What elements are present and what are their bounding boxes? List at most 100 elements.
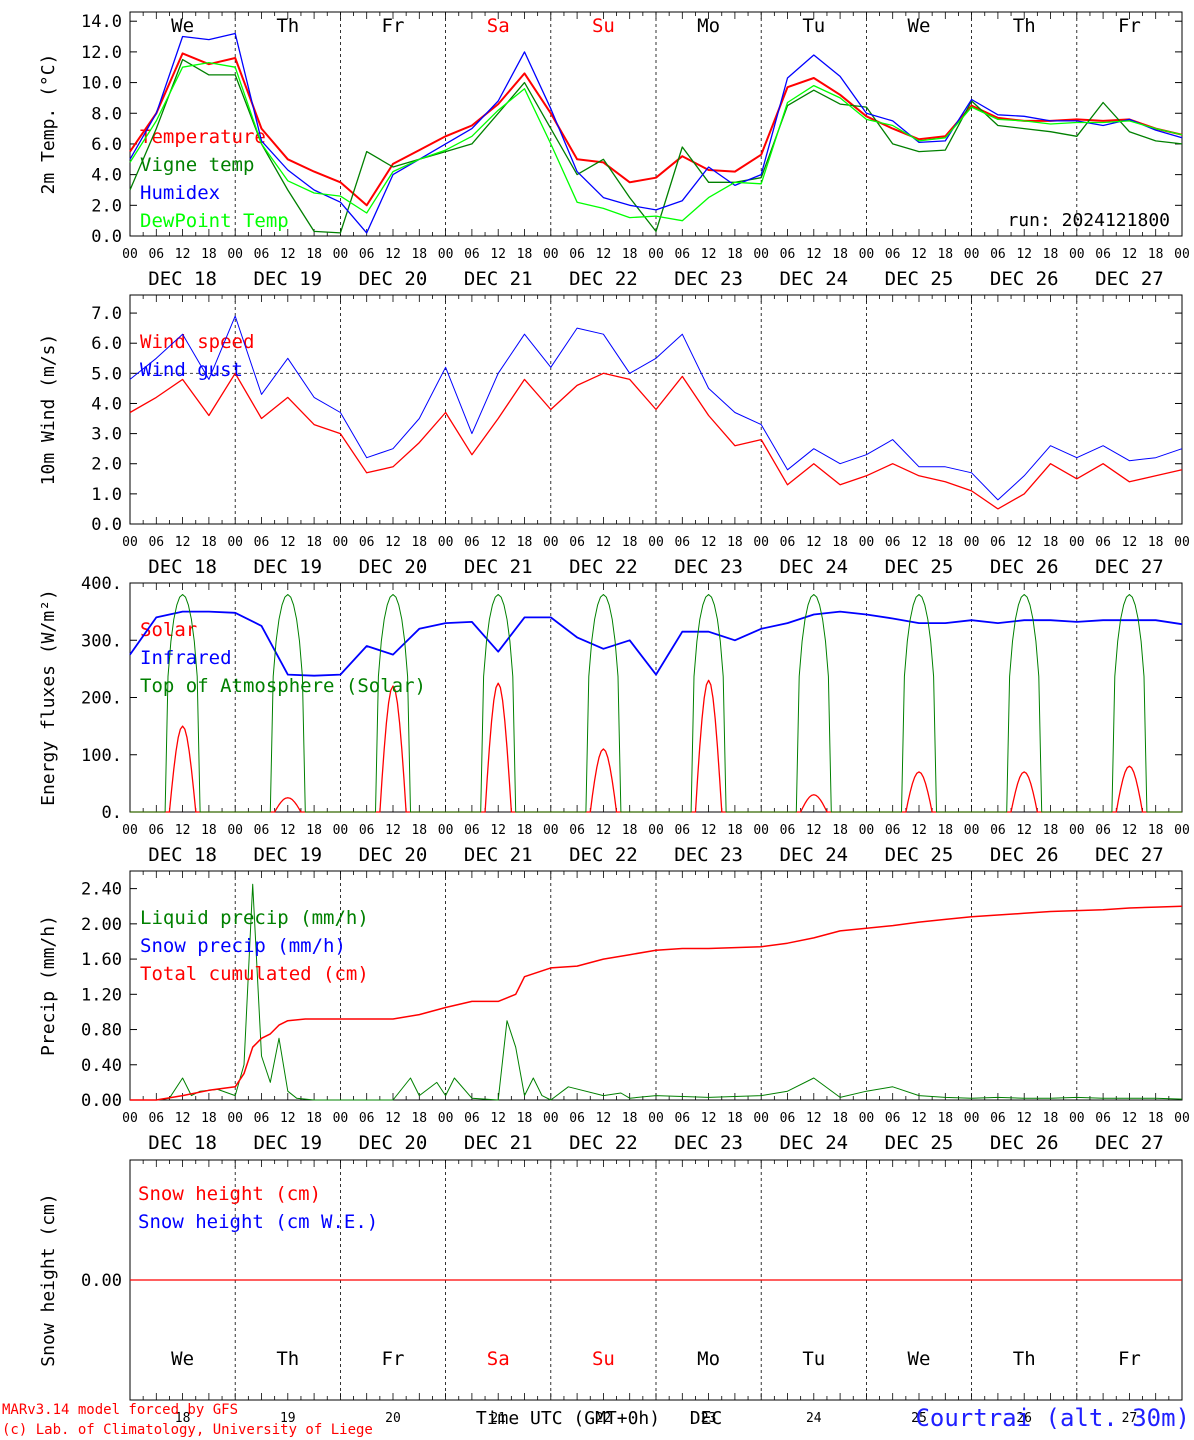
series-line bbox=[129, 610, 1183, 677]
panel-frame bbox=[129, 11, 1183, 237]
day-number: 22 bbox=[596, 1411, 612, 1426]
date-label: DEC 19 bbox=[253, 1132, 322, 1154]
hour-tick-label: 18 bbox=[1148, 535, 1164, 550]
day-name: Th bbox=[276, 15, 299, 37]
y-tick-label: 10.0 bbox=[81, 74, 122, 94]
hour-tick-label: 00 bbox=[1069, 535, 1085, 550]
hour-tick-label: 18 bbox=[727, 535, 743, 550]
hour-tick-label: 00 bbox=[1069, 823, 1085, 838]
y-tick-label: 12.0 bbox=[81, 43, 122, 63]
hour-tick-label: 18 bbox=[306, 1111, 322, 1126]
hour-tick-label: 00 bbox=[648, 247, 664, 262]
hour-tick-label: 00 bbox=[859, 247, 875, 262]
hour-tick-label: 06 bbox=[674, 823, 690, 838]
hour-tick-label: 18 bbox=[832, 1111, 848, 1126]
date-label: DEC 25 bbox=[885, 556, 954, 578]
hour-tick-label: 06 bbox=[780, 823, 796, 838]
hour-tick-label: 00 bbox=[227, 535, 243, 550]
hour-tick-label: 06 bbox=[359, 247, 375, 262]
hour-tick-label: 06 bbox=[990, 535, 1006, 550]
panel-5: 0.00 Snow height (cm) Snow height (cm) Snow… bbox=[38, 1159, 1183, 1426]
hour-tick-label: 06 bbox=[254, 247, 270, 262]
hour-tick-label: 00 bbox=[543, 535, 559, 550]
panel-3: 0. 100. 200. 300. 400. Energy fluxes (W/m²) So… bbox=[38, 574, 1190, 866]
y-tick-label: 0.00 bbox=[81, 1271, 122, 1291]
day-name: Fr bbox=[382, 1348, 405, 1370]
series-line bbox=[129, 315, 1183, 501]
hour-tick-label: 12 bbox=[175, 1111, 191, 1126]
hour-tick-label: 12 bbox=[490, 823, 506, 838]
date-label: DEC 22 bbox=[569, 844, 638, 866]
hour-tick-label: 18 bbox=[937, 1111, 953, 1126]
legend-item: Snow height (cm) bbox=[138, 1183, 321, 1205]
series-line bbox=[129, 58, 1183, 234]
y-tick-label: 1.20 bbox=[81, 985, 122, 1005]
hour-tick-label: 06 bbox=[1095, 535, 1111, 550]
y-axis-label: Precip (mm/h) bbox=[38, 915, 59, 1056]
hour-tick-label: 06 bbox=[885, 247, 901, 262]
date-label: DEC 24 bbox=[779, 556, 848, 578]
day-name: Th bbox=[1013, 15, 1036, 37]
hour-tick-label: 00 bbox=[964, 1111, 980, 1126]
hour-tick-label: 00 bbox=[648, 823, 664, 838]
hour-tick-label: 06 bbox=[885, 823, 901, 838]
legend-item: Temperature bbox=[140, 126, 266, 148]
hour-tick-label: 18 bbox=[517, 1111, 533, 1126]
y-tick-label: 0. bbox=[102, 803, 122, 823]
y-tick-label: 6.0 bbox=[91, 135, 122, 155]
hour-tick-label: 00 bbox=[333, 247, 349, 262]
hour-tick-label: 18 bbox=[622, 247, 638, 262]
day-number: 25 bbox=[911, 1411, 927, 1426]
y-tick-label: 2.0 bbox=[91, 196, 122, 216]
hour-tick-label: 00 bbox=[543, 1111, 559, 1126]
hour-tick-label: 18 bbox=[201, 247, 217, 262]
hour-tick-label: 18 bbox=[411, 247, 427, 262]
y-tick-label: 4.0 bbox=[91, 166, 122, 186]
date-label: DEC 25 bbox=[885, 844, 954, 866]
hour-tick-label: 00 bbox=[859, 535, 875, 550]
date-label: DEC 25 bbox=[885, 268, 954, 290]
hour-tick-label: 18 bbox=[1043, 535, 1059, 550]
legend-item: Top of Atmosphere (Solar) bbox=[140, 675, 426, 697]
hour-tick-label: 06 bbox=[148, 247, 164, 262]
hour-tick-label: 06 bbox=[464, 1111, 480, 1126]
day-number: 26 bbox=[1016, 1411, 1032, 1426]
hour-tick-label: 06 bbox=[674, 535, 690, 550]
hour-tick-label: 06 bbox=[569, 823, 585, 838]
hour-tick-label: 12 bbox=[1016, 535, 1032, 550]
series-line bbox=[129, 372, 1183, 510]
hour-tick-label: 12 bbox=[490, 247, 506, 262]
date-label: DEC 21 bbox=[464, 1132, 533, 1154]
hour-tick-label: 06 bbox=[780, 1111, 796, 1126]
y-tick-label: 14.0 bbox=[81, 12, 122, 32]
hour-tick-label: 00 bbox=[227, 823, 243, 838]
hour-tick-label: 12 bbox=[175, 823, 191, 838]
hour-tick-label: 18 bbox=[517, 535, 533, 550]
hour-tick-label: 18 bbox=[306, 535, 322, 550]
hour-tick-label: 12 bbox=[701, 535, 717, 550]
y-tick-label: 0.0 bbox=[91, 227, 122, 247]
hour-tick-label: 00 bbox=[964, 535, 980, 550]
date-label: DEC 26 bbox=[990, 268, 1059, 290]
day-name: Th bbox=[276, 1348, 299, 1370]
hour-tick-label: 18 bbox=[727, 823, 743, 838]
day-name: Mo bbox=[697, 15, 720, 37]
day-number: 18 bbox=[175, 1411, 191, 1426]
day-number: 24 bbox=[806, 1411, 822, 1426]
legend-item: Infrared bbox=[140, 647, 232, 669]
date-label: DEC 21 bbox=[464, 556, 533, 578]
date-label: DEC 22 bbox=[569, 1132, 638, 1154]
hour-tick-label: 06 bbox=[254, 823, 270, 838]
date-label: DEC 23 bbox=[674, 268, 743, 290]
hour-tick-label: 12 bbox=[280, 247, 296, 262]
hour-tick-label: 12 bbox=[911, 247, 927, 262]
hour-tick-label: 12 bbox=[806, 535, 822, 550]
hour-tick-label: 06 bbox=[885, 1111, 901, 1126]
date-label: DEC 26 bbox=[990, 556, 1059, 578]
hour-tick-label: 00 bbox=[122, 823, 138, 838]
date-label: DEC 27 bbox=[1095, 556, 1164, 578]
hour-tick-label: 18 bbox=[306, 247, 322, 262]
date-label: DEC 20 bbox=[359, 556, 428, 578]
hour-tick-label: 18 bbox=[727, 1111, 743, 1126]
day-name: We bbox=[171, 1348, 194, 1370]
